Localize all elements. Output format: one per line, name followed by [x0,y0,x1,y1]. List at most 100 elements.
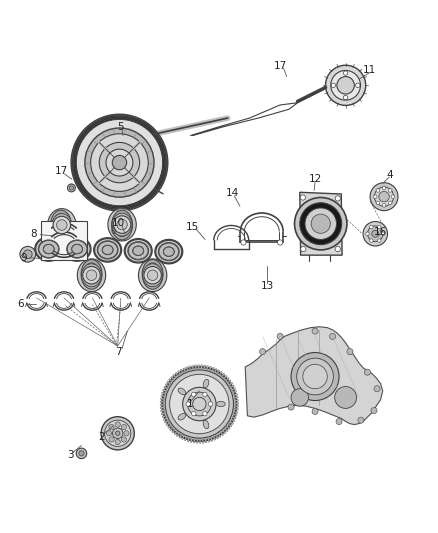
Text: 17: 17 [54,166,67,176]
Ellipse shape [155,240,182,263]
Polygon shape [165,384,169,387]
Circle shape [337,77,354,94]
Circle shape [303,364,327,389]
Polygon shape [161,395,165,397]
Circle shape [335,246,340,252]
Polygon shape [230,421,233,425]
Circle shape [374,386,380,392]
Circle shape [53,216,71,234]
Circle shape [208,402,213,406]
Circle shape [91,134,148,191]
Ellipse shape [64,238,90,261]
Polygon shape [184,437,187,441]
Polygon shape [160,404,164,406]
Text: 5: 5 [117,122,124,132]
Ellipse shape [102,245,113,254]
Circle shape [105,420,131,446]
Bar [41,221,87,260]
Circle shape [101,417,134,450]
Polygon shape [228,424,232,427]
Ellipse shape [145,263,160,286]
Ellipse shape [81,260,102,289]
Polygon shape [220,432,224,436]
Ellipse shape [108,208,136,241]
Polygon shape [164,386,168,389]
Polygon shape [161,413,165,415]
Circle shape [116,431,120,435]
Ellipse shape [125,239,151,262]
Ellipse shape [178,414,186,420]
Ellipse shape [128,241,149,260]
Polygon shape [162,392,166,394]
Ellipse shape [95,239,121,261]
Circle shape [312,328,318,334]
Polygon shape [162,389,167,392]
Polygon shape [209,366,212,370]
Ellipse shape [43,244,54,254]
Circle shape [366,232,369,236]
Circle shape [115,439,120,445]
Circle shape [117,220,127,230]
Polygon shape [160,398,164,400]
Ellipse shape [67,240,88,258]
Text: 1: 1 [187,399,194,409]
Polygon shape [233,414,237,416]
Ellipse shape [163,247,174,256]
Ellipse shape [98,241,117,259]
Ellipse shape [67,240,87,257]
Ellipse shape [133,246,144,255]
Circle shape [343,71,348,75]
Ellipse shape [159,243,179,260]
Circle shape [121,437,127,442]
Polygon shape [214,368,217,373]
Circle shape [370,183,398,211]
Polygon shape [176,433,180,437]
Circle shape [183,387,216,421]
Polygon shape [164,420,169,423]
Circle shape [71,115,167,211]
Polygon shape [179,434,182,438]
Ellipse shape [35,237,63,261]
Polygon shape [217,370,220,374]
Text: 4: 4 [386,170,392,180]
Ellipse shape [63,237,91,261]
Polygon shape [300,192,342,255]
Circle shape [294,198,347,250]
Circle shape [193,398,206,411]
Circle shape [364,369,371,375]
Ellipse shape [159,243,179,260]
Circle shape [148,270,158,280]
Circle shape [391,195,395,198]
Ellipse shape [102,245,113,254]
Circle shape [278,240,283,245]
Polygon shape [210,437,213,441]
Ellipse shape [53,214,69,236]
Polygon shape [234,399,239,401]
Polygon shape [233,393,237,396]
Circle shape [291,352,339,400]
Circle shape [331,70,360,100]
Polygon shape [192,365,194,369]
Polygon shape [213,436,216,440]
Circle shape [277,333,283,340]
Ellipse shape [64,238,90,261]
Circle shape [336,418,342,425]
Circle shape [79,451,84,456]
Text: 7: 7 [115,346,122,357]
Ellipse shape [128,243,148,259]
Ellipse shape [124,239,152,263]
Ellipse shape [125,239,151,262]
Polygon shape [183,368,186,372]
Ellipse shape [138,259,167,292]
Polygon shape [167,381,171,384]
Ellipse shape [84,263,99,286]
Ellipse shape [39,240,59,257]
Polygon shape [168,425,172,429]
Circle shape [329,333,336,340]
Text: 17: 17 [273,61,287,71]
Ellipse shape [72,245,82,254]
Circle shape [379,191,389,202]
Ellipse shape [163,247,174,256]
Ellipse shape [133,246,144,256]
Ellipse shape [72,245,82,254]
